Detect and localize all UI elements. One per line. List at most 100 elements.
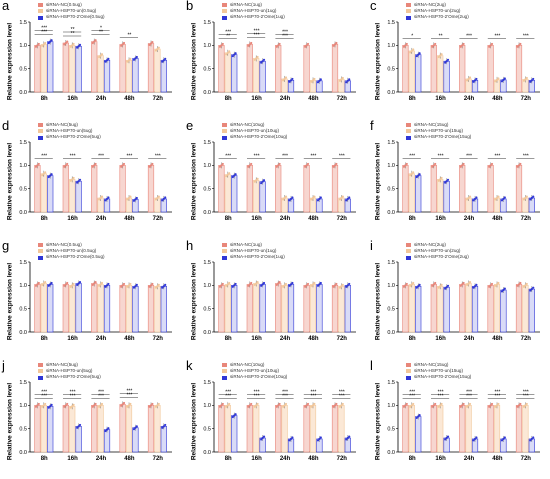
y-tick-label: 1.0 [387,43,395,49]
data-point [104,199,107,202]
x-tick-label: 8h [409,456,416,462]
data-point [338,198,342,201]
bar [465,405,472,453]
legend-swatch [222,369,227,374]
data-point [248,164,251,167]
data-point [261,180,264,183]
bar [75,283,82,333]
x-tick-label: 16h [251,456,262,462]
data-point [71,405,74,408]
data-point [475,77,478,81]
data-point [516,165,519,168]
data-point [63,405,66,408]
data-point [77,425,80,428]
x-tick-label: 24h [280,456,291,462]
legend: siRNA-NC(5ug) siRNA-HSP70-un(5ug) siRNA-HS… [38,362,101,381]
significance-label: *** [225,29,231,35]
data-point [440,53,443,56]
data-point [446,435,450,438]
y-tick-label: 1.5 [387,20,395,26]
data-point [346,197,349,201]
legend-item: siRNA-HSP70-un(1ug) [222,8,285,14]
legend-swatch [38,9,43,14]
legend-item: siRNA-HSP70-un(15ug) [406,128,471,134]
x-tick-label: 72h [337,456,348,462]
legend-text: siRNA-HSP70-2'Ome(15ug) [414,374,472,380]
data-point [234,52,237,55]
data-point [475,283,478,286]
data-point [132,428,136,431]
significance-label: *** [523,33,529,39]
significance-label: *** [282,153,288,159]
bar [522,405,529,453]
bar [253,179,260,213]
legend-swatch [38,15,43,20]
y-tick-label: 1.0 [19,163,27,169]
y-tick-label: 1.5 [203,140,211,146]
data-point [277,44,280,47]
data-point [41,44,44,47]
bar-chart: 0.00.51.01.58h*****16h******24h******48h… [203,20,356,102]
data-point [161,60,164,63]
x-tick-label: 48h [124,336,135,342]
data-point [247,284,250,287]
data-point [164,196,167,199]
legend-swatch [406,369,411,374]
data-point [100,195,104,198]
legend-swatch [38,369,43,374]
data-point [316,439,320,442]
bar [47,41,54,93]
data-point [135,55,138,59]
data-point [225,284,228,287]
data-point [71,44,74,47]
data-point [497,77,500,80]
x-tick-label: 24h [96,96,107,102]
data-point [121,403,124,406]
x-tick-label: 16h [67,336,78,342]
bar [275,45,282,93]
data-point [218,45,222,48]
bar [97,284,104,333]
significance-label: *** [126,392,132,398]
data-point [261,60,264,63]
significance-label: *** [438,389,444,395]
data-point [431,45,434,48]
data-point [415,286,418,289]
significance-label: *** [523,389,529,395]
data-point [494,284,497,287]
bar [275,283,282,333]
data-point [253,180,256,183]
data-point [529,80,532,83]
legend-swatch [38,375,43,380]
significance-label: *** [155,153,161,159]
data-point [522,405,526,408]
data-point [488,285,491,288]
data-point [494,198,497,201]
data-point [262,58,266,61]
data-point [64,404,67,407]
data-point [517,164,521,167]
legend-swatch [406,15,411,20]
data-point [78,423,82,427]
data-point [262,435,266,438]
bar [218,165,225,213]
data-point [49,405,52,408]
data-point [310,198,313,201]
bar [515,165,523,213]
data-point [313,281,316,285]
data-point [525,76,528,80]
significance-label: *** [254,153,260,159]
data-point [157,46,160,49]
data-point [461,404,464,407]
data-point [409,284,412,287]
data-point [256,177,259,180]
y-tick-label: 0.5 [387,426,395,432]
data-point [250,402,253,406]
bar [231,285,238,333]
x-tick-label: 48h [492,456,503,462]
data-point [445,180,448,183]
data-point [530,79,533,82]
data-point [275,405,278,408]
bar [119,404,126,453]
